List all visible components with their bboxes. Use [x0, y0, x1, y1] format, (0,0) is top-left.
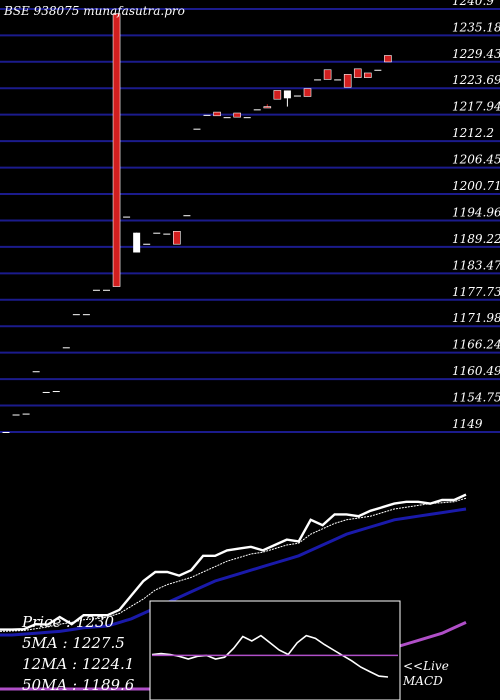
candle — [323, 69, 332, 80]
candle — [303, 88, 312, 97]
candle — [72, 314, 80, 316]
candle — [103, 289, 110, 291]
candle — [343, 74, 352, 88]
y-tick-label: 1235.18 — [452, 20, 500, 34]
candle — [52, 391, 60, 393]
series-5ma — [0, 497, 467, 632]
candle — [133, 232, 141, 253]
candle — [112, 13, 121, 287]
candle — [183, 215, 191, 217]
candle — [203, 114, 211, 116]
y-tick-label: 1154.75 — [452, 391, 500, 405]
y-tick-label: 1194.96 — [452, 205, 500, 219]
y-tick-label: 1160.49 — [452, 364, 500, 378]
candle — [263, 106, 272, 109]
candle — [193, 128, 201, 130]
macd-box — [149, 600, 401, 700]
candle — [253, 109, 261, 111]
series-price — [0, 493, 467, 631]
y-tick-label: 1189.22 — [452, 232, 500, 246]
candlestick-series — [2, 13, 392, 433]
price-grid — [0, 8, 500, 433]
candle — [123, 216, 131, 218]
candle — [293, 95, 301, 97]
y-tick-label: 1206.45 — [452, 153, 500, 167]
candle — [12, 414, 20, 416]
candle — [2, 432, 10, 433]
y-tick-label: 1177.73 — [452, 285, 500, 299]
macd-label: MACD — [402, 674, 443, 688]
legend-50ma: 50MA : 1189.6 — [22, 676, 135, 694]
legend-12ma: 12MA : 1224.1 — [22, 655, 134, 673]
candle — [42, 391, 50, 393]
candle — [143, 243, 151, 245]
candle — [233, 112, 241, 118]
candle — [82, 314, 90, 316]
candle — [243, 117, 251, 119]
candle — [62, 347, 70, 349]
y-tick-label: 1212.2 — [452, 126, 494, 140]
candle — [173, 231, 181, 245]
y-tick-label: 1183.47 — [452, 258, 500, 272]
candle — [283, 90, 291, 99]
candle — [314, 79, 322, 81]
y-tick-label: 1166.24 — [452, 338, 500, 352]
candle — [32, 371, 40, 373]
y-tick-label: 1229.43 — [452, 47, 500, 61]
y-tick-label: 1200.71 — [452, 179, 500, 193]
candle — [163, 233, 171, 235]
candle — [213, 111, 221, 117]
legend-5ma: 5MA : 1227.5 — [22, 634, 125, 652]
candle — [384, 55, 392, 63]
y-tick-label: 1149 — [452, 417, 483, 431]
price-axis-labels: 1240.9 1235.18 1229.43 1223.69 1217.94 1212.2… — [452, 0, 500, 431]
candle — [353, 68, 362, 78]
y-tick-label: 1217.94 — [452, 100, 500, 114]
legend-price: Price : 1230 — [21, 613, 115, 631]
macd-panel — [151, 634, 398, 678]
macd-line — [151, 634, 389, 678]
ma-legend: Price : 1230 5MA : 1227.5 12MA : 1224.1 … — [21, 613, 135, 694]
macd-live-label: <<Live — [403, 659, 449, 673]
candle — [22, 413, 30, 415]
candle — [223, 117, 231, 119]
candle — [273, 90, 282, 100]
y-tick-label: 1223.69 — [452, 73, 500, 87]
candle — [92, 289, 100, 291]
candle — [363, 72, 372, 78]
candle — [334, 79, 342, 81]
chart-title: BSE 938075 munafasutra.pro — [3, 4, 185, 18]
series-12ma — [0, 507, 467, 637]
candle — [374, 69, 382, 71]
candle — [153, 232, 161, 234]
y-tick-label: 1240.9 — [452, 0, 494, 8]
y-tick-label: 1171.98 — [452, 311, 500, 325]
